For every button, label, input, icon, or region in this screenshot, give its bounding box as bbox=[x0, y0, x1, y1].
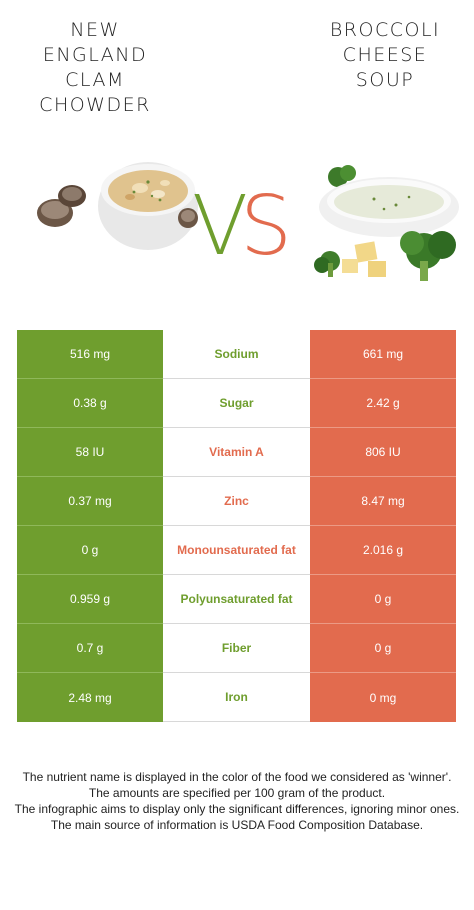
left-value-cell: 2.48 mg bbox=[17, 673, 163, 722]
table-row: 0 g Monounsaturated fat 2.016 g bbox=[17, 526, 456, 575]
table-row: 0.7 g Fiber 0 g bbox=[17, 624, 456, 673]
left-value-cell: 0.38 g bbox=[17, 379, 163, 428]
nutrient-name-cell: Sugar bbox=[163, 379, 310, 428]
right-value-cell: 8.47 mg bbox=[310, 477, 456, 526]
vs-letter-v: V bbox=[192, 182, 248, 262]
footer-line: The infographic aims to display only the… bbox=[14, 802, 460, 816]
footer-line: The amounts are specified per 100 gram o… bbox=[88, 786, 386, 800]
right-value-cell: 2.016 g bbox=[310, 526, 456, 575]
table-row: 0.959 g Polyunsaturated fat 0 g bbox=[17, 575, 456, 624]
right-food-title: BROCCOLI CHEESE SOUP bbox=[329, 19, 441, 91]
left-value-cell: 0 g bbox=[17, 526, 163, 575]
nutrient-name-cell: Iron bbox=[163, 673, 310, 722]
nutrient-name-cell: Sodium bbox=[163, 330, 310, 379]
left-value-cell: 0.37 mg bbox=[17, 477, 163, 526]
right-value-cell: 0 mg bbox=[310, 673, 456, 722]
right-value-cell: 0 g bbox=[310, 575, 456, 624]
nutrient-name-cell: Monounsaturated fat bbox=[163, 526, 310, 575]
left-value-cell: 58 IU bbox=[17, 428, 163, 477]
left-food-title: NEW ENGLAND CLAM CHOWDER bbox=[39, 19, 151, 116]
clam-chowder-image bbox=[37, 162, 198, 250]
right-value-cell: 806 IU bbox=[310, 428, 456, 477]
vs-letter-s: S bbox=[240, 182, 290, 262]
table-row: 0.38 g Sugar 2.42 g bbox=[17, 379, 456, 428]
footer-line: The nutrient name is displayed in the co… bbox=[22, 770, 452, 784]
nutrient-name-cell: Polyunsaturated fat bbox=[163, 575, 310, 624]
table-row: 0.37 mg Zinc 8.47 mg bbox=[17, 477, 456, 526]
footer-notes: The nutrient name is displayed in the co… bbox=[10, 769, 464, 833]
nutrient-name-cell: Fiber bbox=[163, 624, 310, 673]
nutrient-name-cell: Zinc bbox=[163, 477, 310, 526]
broccoli-cheese-soup-image bbox=[314, 165, 459, 281]
left-value-cell: 0.959 g bbox=[17, 575, 163, 624]
nutrient-comparison-table: 516 mg Sodium 661 mg 0.38 g Sugar 2.42 g 58 IU… bbox=[17, 330, 456, 722]
right-value-cell: 2.42 g bbox=[310, 379, 456, 428]
footer-line: The main source of information is USDA F… bbox=[50, 818, 424, 832]
right-value-cell: 661 mg bbox=[310, 330, 456, 379]
left-value-cell: 516 mg bbox=[17, 330, 163, 379]
table-row: 58 IU Vitamin A 806 IU bbox=[17, 428, 456, 477]
left-value-cell: 0.7 g bbox=[17, 624, 163, 673]
table-row: 516 mg Sodium 661 mg bbox=[17, 330, 456, 379]
table-row: 2.48 mg Iron 0 mg bbox=[17, 673, 456, 722]
versus-mark: V S bbox=[192, 182, 290, 262]
right-value-cell: 0 g bbox=[310, 624, 456, 673]
nutrient-name-cell: Vitamin A bbox=[163, 428, 310, 477]
